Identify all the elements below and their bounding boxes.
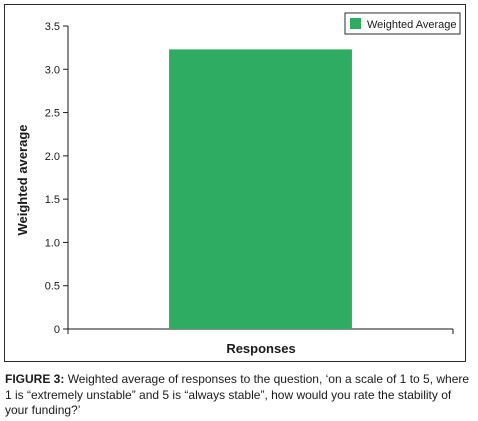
caption-label: FIGURE 3: <box>5 372 65 386</box>
legend: Weighted Average <box>344 12 461 35</box>
figure-caption: FIGURE 3: Weighted average of responses … <box>5 372 471 419</box>
y-axis: 0 0.5 1.0 1.5 2.0 2.5 3.0 3.5 <box>45 21 69 336</box>
x-axis-label: Responses <box>226 341 295 356</box>
caption-text: Weighted average of responses to the que… <box>5 372 470 417</box>
y-axis-label: Weighted average <box>15 124 30 235</box>
bars <box>169 49 352 329</box>
y-tick-label: 1.0 <box>45 237 60 249</box>
x-axis <box>67 328 454 334</box>
y-tick-label: 3.0 <box>45 64 60 76</box>
y-tick-label: 3.5 <box>45 21 60 33</box>
y-tick-label: 2.5 <box>45 108 60 120</box>
y-tick-label: 2.0 <box>45 151 60 163</box>
y-tick-label: 1.5 <box>45 194 60 206</box>
legend-label: Weighted Average <box>367 19 457 31</box>
y-tick-label: 0 <box>54 324 60 336</box>
legend-swatch <box>350 18 361 29</box>
legend-box <box>344 12 461 35</box>
bar-chart: 00.51.01.52.02.53.03.5 Weighted Average … <box>15 12 461 356</box>
y-tick-label: 0.5 <box>45 281 60 293</box>
bar <box>169 49 352 329</box>
